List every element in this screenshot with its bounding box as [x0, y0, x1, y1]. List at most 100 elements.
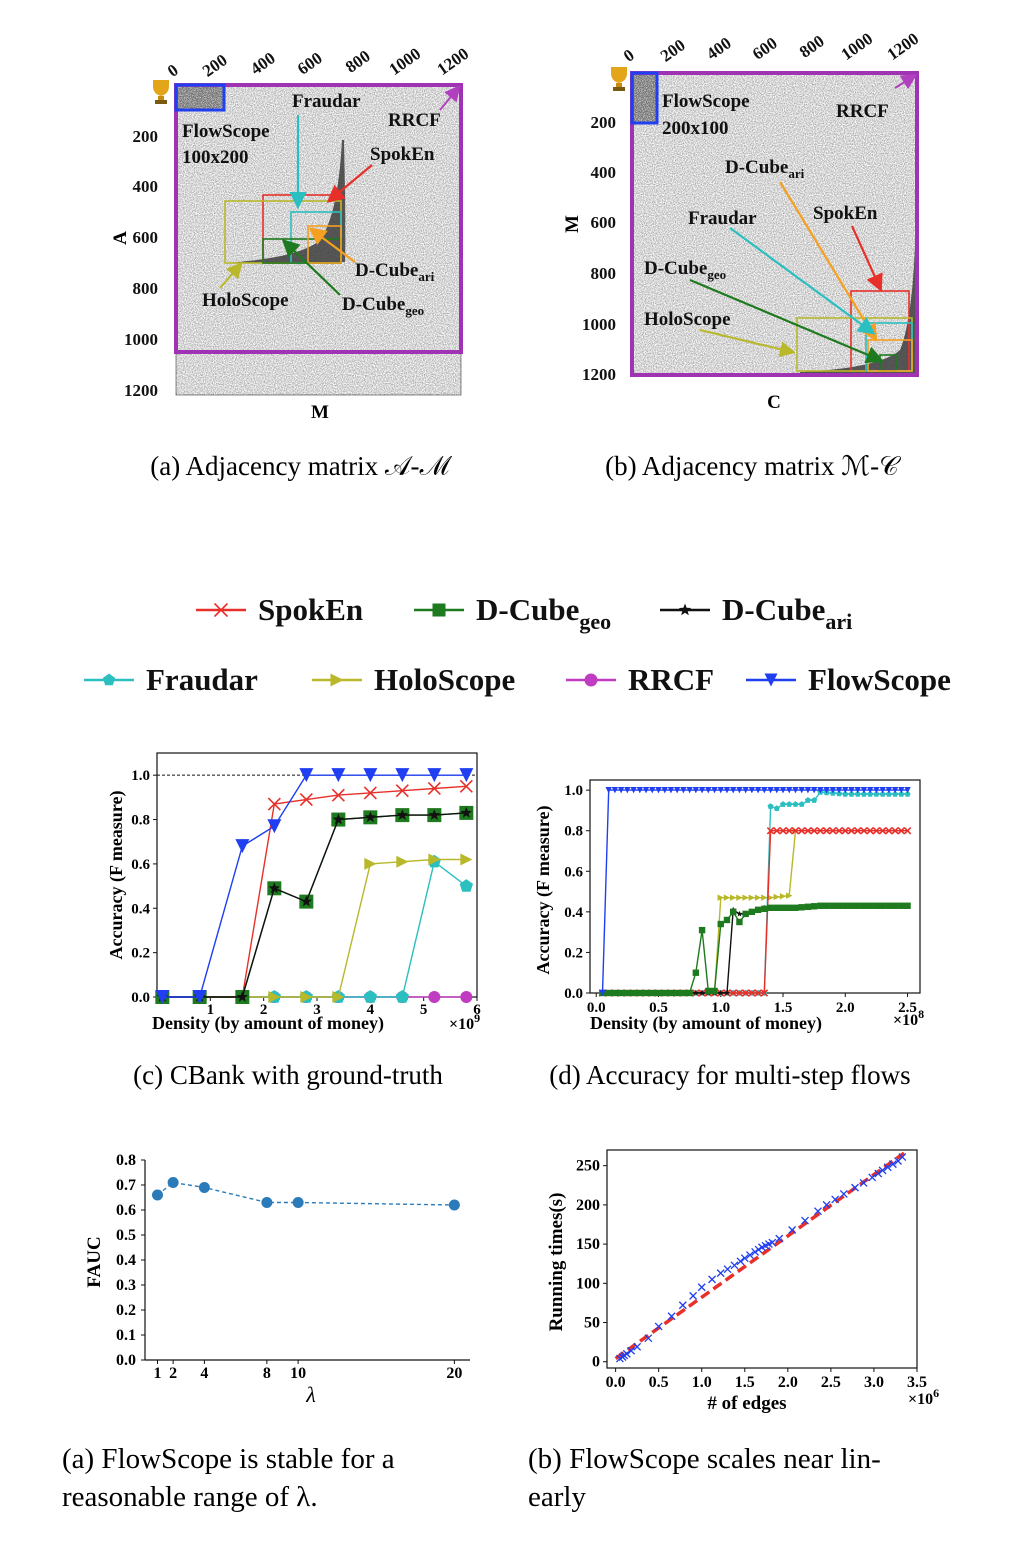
data-point [866, 902, 874, 909]
data-point [867, 791, 874, 797]
ytick-label: 0.4 [131, 901, 150, 917]
data-point [300, 991, 313, 1003]
runtime-point [754, 1245, 763, 1254]
data-point [903, 826, 912, 835]
b-ytick-200: 200 [591, 113, 617, 132]
caption-f-line1: (b) FlowScope scales near lin- [528, 1443, 881, 1475]
xtick-label: 2 [169, 1365, 177, 1382]
runtime-point [723, 1265, 732, 1274]
data-point [873, 902, 880, 909]
data-point [773, 805, 780, 811]
data-point [891, 826, 899, 835]
ylabel: Accuracy (F measure) [106, 791, 127, 960]
dcube-ari-box-a [307, 225, 342, 264]
data-point [798, 904, 805, 911]
data-point [773, 904, 780, 911]
data-point [428, 991, 441, 1003]
ytick-label: 0.2 [131, 946, 150, 962]
x-multiplier: ×106 [908, 1386, 939, 1408]
xtick-label: 2.0 [778, 1374, 798, 1391]
runtime-point [814, 1207, 822, 1216]
data-point [267, 819, 282, 834]
data-point [786, 801, 793, 807]
data-point [363, 786, 377, 800]
dcube-geo-arrow-a [281, 238, 341, 296]
series-dcubegeo [599, 902, 911, 997]
runtime-point [667, 1312, 676, 1321]
data-point [723, 786, 731, 794]
a-xtick-4: 800 [342, 46, 374, 76]
xtick-label: 0.5 [649, 1374, 669, 1391]
data-point [331, 788, 345, 802]
data-point [673, 989, 681, 997]
data-point [673, 786, 681, 794]
data-point [729, 989, 737, 997]
ytick-label: 0.6 [116, 1202, 136, 1219]
caption-d: (d) Accuracy for multi-step flows [549, 1060, 910, 1090]
data-point [705, 987, 712, 995]
data-point [773, 826, 781, 835]
b-dcube-ari-label: D-Cubeari [725, 157, 805, 181]
data-point [268, 882, 280, 894]
runtime-point [839, 1189, 848, 1198]
matrix-a-x-ticks: 0 200 400 600 800 1000 1200 [164, 44, 472, 81]
data-point [617, 989, 625, 997]
data-point [396, 855, 409, 868]
legend-marker [584, 673, 598, 687]
data-point [717, 920, 724, 928]
legend-label: D-Cubeari [722, 592, 852, 634]
ytick-label: 0.8 [116, 1152, 136, 1169]
trophy-icon-a [153, 80, 169, 104]
matrix-b-y-ticks: 200 400 600 800 1000 1200 [582, 113, 616, 384]
data-point [848, 786, 855, 794]
data-point [767, 904, 774, 911]
fauc-point [448, 1199, 460, 1211]
data-point [885, 826, 893, 835]
data-point [599, 989, 606, 997]
ytick-label: 0.8 [131, 813, 150, 829]
runtime-point [874, 1169, 883, 1178]
ytick-label: 0.4 [564, 905, 583, 921]
fauc-point [167, 1177, 179, 1188]
data-point [835, 826, 843, 835]
data-point [866, 786, 874, 794]
data-point [816, 826, 825, 835]
ytick-label: 100 [576, 1275, 600, 1292]
data-point [904, 902, 911, 909]
data-point [741, 989, 750, 997]
ytick-label: 0.6 [131, 857, 150, 873]
legend-label: HoloScope [374, 662, 515, 697]
data-point [879, 902, 886, 909]
a-ylabel: A [110, 231, 131, 245]
runtime-point [678, 1301, 687, 1310]
data-point [810, 903, 818, 910]
legend-label: D-Cubegeo [476, 592, 611, 634]
ytick-label: 0.0 [116, 1352, 136, 1369]
ytick-label: 250 [576, 1158, 600, 1175]
matrix-a-flowscope-block [176, 85, 224, 110]
data-point [854, 786, 861, 794]
data-point [395, 768, 410, 783]
b-fraudar-label: Fraudar [688, 208, 757, 229]
data-point [331, 768, 346, 783]
legend-marker [330, 673, 344, 687]
data-point [605, 989, 612, 997]
data-point [898, 902, 905, 909]
xtick-label: 0.0 [587, 1000, 606, 1016]
series-flowscope [599, 786, 911, 997]
rrcf-arrow-b [894, 73, 918, 90]
caption-e-line2: reasonable range of λ. [62, 1481, 318, 1513]
a-xtick-1: 200 [199, 50, 231, 80]
ytick-label: 0.0 [564, 986, 583, 1002]
series-line [162, 785, 467, 998]
data-point [624, 989, 631, 997]
a-xtick-6: 1200 [433, 44, 472, 79]
data-point [711, 987, 718, 995]
runtime-point [689, 1291, 698, 1300]
data-point [754, 989, 762, 997]
data-point [698, 786, 706, 794]
a-rrcf-label: RRCF [388, 110, 441, 131]
xtick-label: 5 [420, 1002, 428, 1018]
data-point [804, 903, 812, 910]
a-ytick-200: 200 [133, 127, 159, 146]
